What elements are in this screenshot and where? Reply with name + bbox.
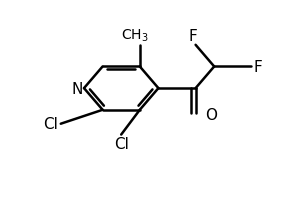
Text: N: N [71,81,83,96]
Text: CH$_3$: CH$_3$ [121,28,149,44]
Text: F: F [254,60,262,75]
Text: Cl: Cl [44,117,59,132]
Text: F: F [189,29,198,44]
Text: O: O [205,107,217,122]
Text: Cl: Cl [114,136,129,151]
